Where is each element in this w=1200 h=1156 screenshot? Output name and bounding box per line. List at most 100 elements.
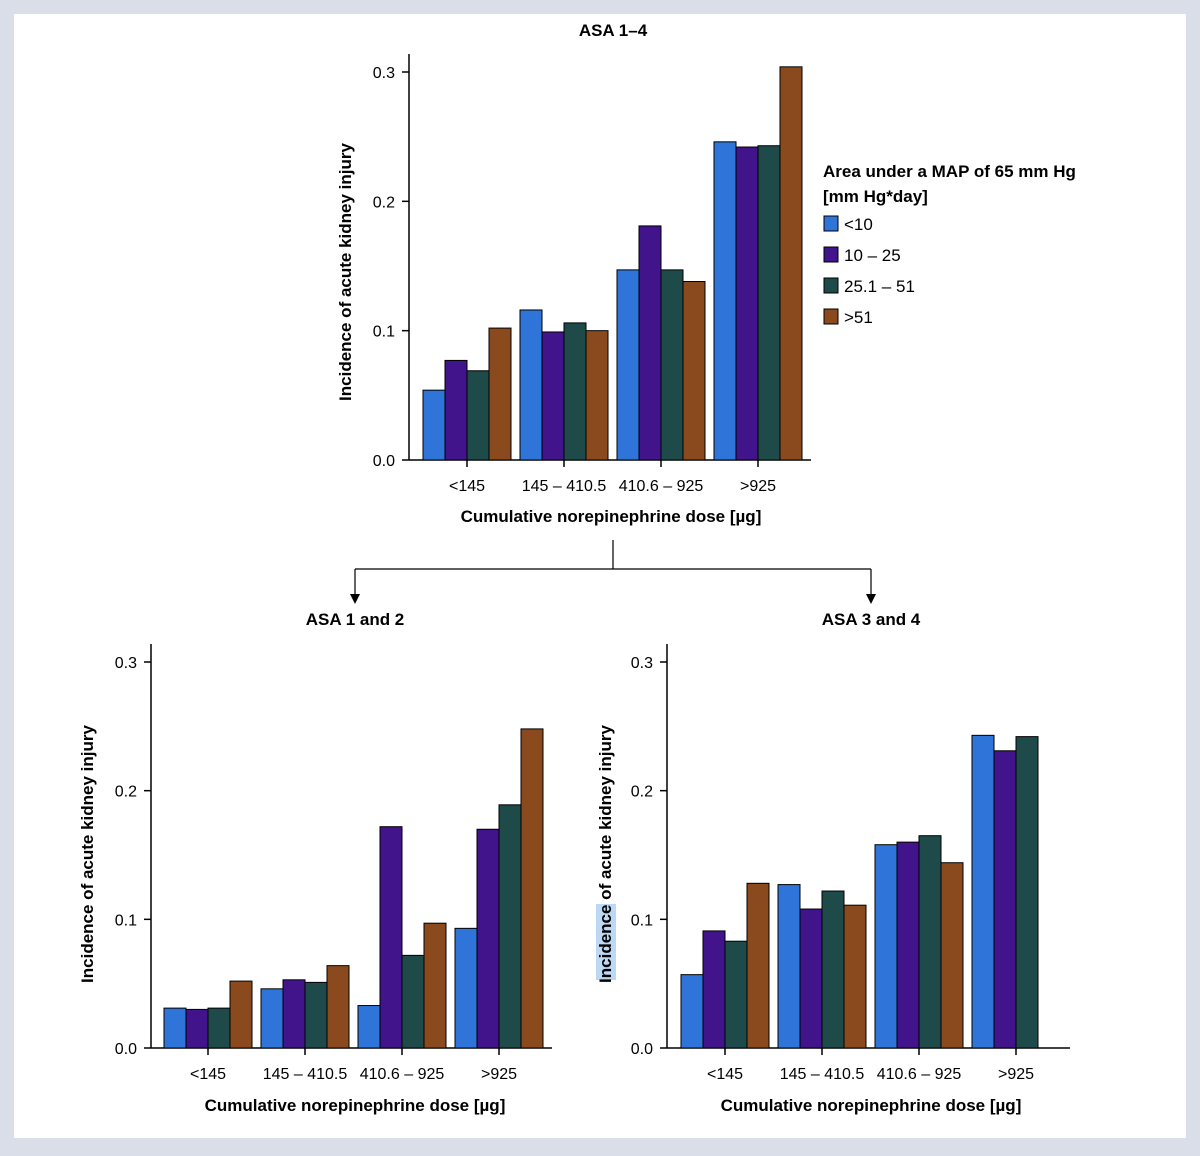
bar bbox=[229, 980, 253, 1049]
y-tick-label: 0.2 bbox=[631, 784, 653, 801]
legend-item-label: >51 bbox=[844, 308, 873, 327]
y-tick-label: 0.2 bbox=[115, 784, 137, 801]
bar bbox=[357, 1005, 381, 1049]
bar bbox=[777, 884, 801, 1049]
x-axis-label: Cumulative norepinephrine dose [µg] bbox=[205, 1096, 506, 1115]
bar bbox=[799, 908, 823, 1049]
bar bbox=[993, 750, 1017, 1049]
bar bbox=[585, 330, 609, 461]
bar bbox=[971, 734, 995, 1049]
y-axis-label: Incidence of acute kidney injury bbox=[336, 143, 355, 401]
bar bbox=[746, 882, 770, 1049]
bar bbox=[638, 225, 662, 461]
chart-title: ASA 3 and 4 bbox=[822, 610, 921, 629]
y-tick-label: 0.0 bbox=[373, 453, 395, 470]
bar bbox=[680, 974, 704, 1049]
y-axis-label: Incidence of acute kidney injury bbox=[596, 725, 615, 983]
bar bbox=[563, 322, 587, 461]
bar bbox=[724, 940, 748, 1049]
x-axis-label: Cumulative norepinephrine dose [µg] bbox=[461, 507, 762, 526]
bar bbox=[444, 359, 468, 461]
y-tick-label: 0.2 bbox=[373, 194, 395, 211]
bar bbox=[779, 66, 803, 461]
bar bbox=[454, 927, 478, 1049]
bar bbox=[682, 281, 706, 461]
y-tick-label: 0.3 bbox=[631, 655, 653, 672]
legend-swatch bbox=[823, 277, 839, 294]
y-tick-label: 0.1 bbox=[115, 912, 137, 929]
x-tick-label: <145 bbox=[707, 1066, 743, 1083]
bar bbox=[282, 979, 306, 1049]
bar bbox=[379, 826, 403, 1049]
chart-asa-3-4: ASA 3 and 4 0.0 0.1 0.2 0.3 <145 145 – 410.5… bbox=[596, 610, 1070, 1115]
figure-frame: ASA 1–4 0.0 0.1 0.2 0.3 <145 145 – 410.5 410.… bbox=[14, 14, 1186, 1138]
bar bbox=[260, 988, 284, 1049]
bar bbox=[918, 835, 942, 1049]
bar bbox=[498, 804, 522, 1049]
bar bbox=[520, 728, 544, 1049]
x-tick-label: <145 bbox=[190, 1066, 226, 1083]
text-selection-highlight bbox=[596, 904, 616, 980]
bar bbox=[488, 327, 512, 461]
bar bbox=[304, 981, 328, 1049]
bar bbox=[207, 1007, 231, 1049]
bar bbox=[422, 389, 446, 461]
tree-connector bbox=[354, 540, 872, 595]
bar bbox=[163, 1007, 187, 1049]
x-axis-label: Cumulative norepinephrine dose [µg] bbox=[721, 1096, 1022, 1115]
x-tick-label: >925 bbox=[740, 478, 776, 495]
y-tick-label: 0.0 bbox=[631, 1041, 653, 1058]
bar bbox=[896, 841, 920, 1049]
figure-canvas: ASA 1–4 0.0 0.1 0.2 0.3 <145 145 – 410.5 410.… bbox=[78, 21, 1076, 1115]
bar bbox=[423, 922, 447, 1049]
x-tick-label: 145 – 410.5 bbox=[263, 1066, 348, 1083]
bar bbox=[821, 890, 845, 1049]
legend-item-label: 10 – 25 bbox=[844, 246, 901, 265]
bar bbox=[541, 331, 565, 461]
legend-title: Area under a MAP of 65 mm Hg bbox=[823, 162, 1076, 181]
legend-subtitle: [mm Hg*day] bbox=[823, 187, 928, 206]
x-tick-label: >925 bbox=[998, 1066, 1034, 1083]
y-tick-label: 0.3 bbox=[115, 655, 137, 672]
chart-title: ASA 1–4 bbox=[579, 21, 648, 40]
x-tick-label: 410.6 – 925 bbox=[360, 1066, 445, 1083]
x-tick-label: >925 bbox=[481, 1066, 517, 1083]
y-tick-label: 0.0 bbox=[115, 1041, 137, 1058]
bar bbox=[660, 269, 684, 461]
chart-title: ASA 1 and 2 bbox=[306, 610, 405, 629]
x-tick-label: 410.6 – 925 bbox=[619, 478, 704, 495]
y-tick-label: 0.1 bbox=[631, 912, 653, 929]
legend: Area under a MAP of 65 mm Hg [mm Hg*day]… bbox=[823, 162, 1076, 327]
bar bbox=[519, 309, 543, 461]
bar bbox=[401, 954, 425, 1049]
bar bbox=[940, 862, 964, 1049]
bar bbox=[757, 145, 781, 461]
bar bbox=[476, 828, 500, 1049]
x-tick-label: 145 – 410.5 bbox=[522, 478, 607, 495]
bar bbox=[843, 904, 867, 1049]
x-tick-label: <145 bbox=[449, 478, 485, 495]
x-tick-label: 145 – 410.5 bbox=[780, 1066, 865, 1083]
bar bbox=[713, 141, 737, 461]
bar bbox=[466, 370, 490, 461]
y-tick-label: 0.1 bbox=[373, 324, 395, 341]
legend-item-label: 25.1 – 51 bbox=[844, 277, 915, 296]
x-tick-label: 410.6 – 925 bbox=[877, 1066, 962, 1083]
chart-asa-1-2: ASA 1 and 2 0.0 0.1 0.2 0.3 <145 145 – 410.5… bbox=[78, 610, 552, 1115]
bar bbox=[326, 965, 350, 1049]
bar bbox=[735, 146, 759, 461]
bar bbox=[616, 269, 640, 461]
bar bbox=[702, 930, 726, 1049]
bar bbox=[1015, 736, 1039, 1049]
bar bbox=[874, 844, 898, 1049]
arrow-left-icon bbox=[350, 594, 360, 604]
chart-asa-1-4: ASA 1–4 0.0 0.1 0.2 0.3 <145 145 – 410.5 410.… bbox=[336, 21, 811, 526]
legend-item-label: <10 bbox=[844, 215, 873, 234]
bar bbox=[185, 1008, 209, 1049]
legend-swatch bbox=[823, 246, 839, 263]
y-axis-label: Incidence of acute kidney injury bbox=[78, 725, 97, 983]
arrow-right-icon bbox=[866, 594, 876, 604]
legend-swatch bbox=[823, 308, 839, 325]
legend-swatch bbox=[823, 215, 839, 232]
y-tick-label: 0.3 bbox=[373, 65, 395, 82]
